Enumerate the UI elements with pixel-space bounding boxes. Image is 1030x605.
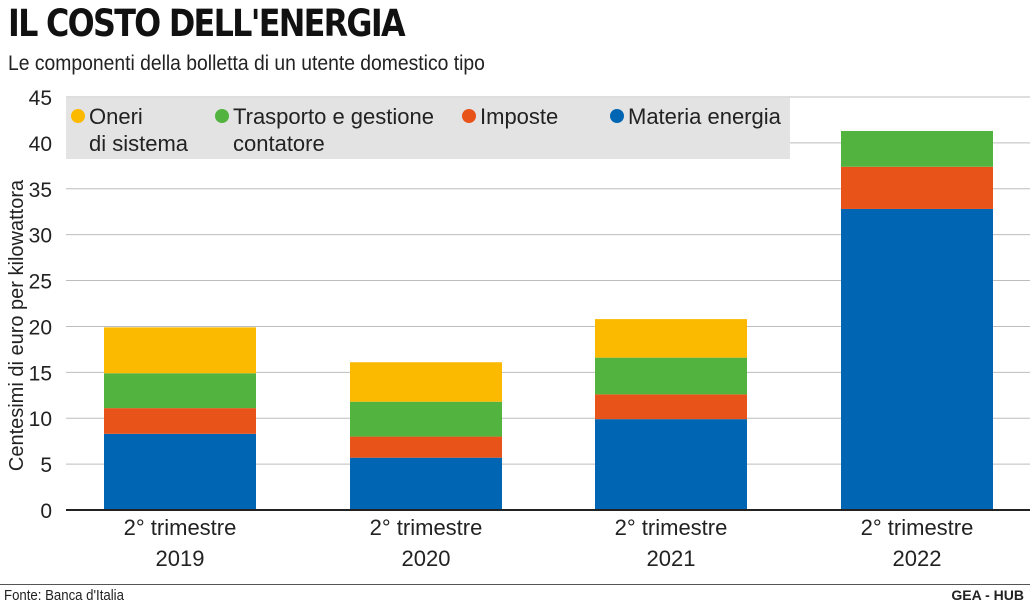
legend-swatch-materia xyxy=(610,109,624,123)
bar-segment-trasporto xyxy=(841,130,993,167)
bar-segment-materia xyxy=(595,419,747,510)
bar-segment-trasporto xyxy=(595,357,747,395)
bar-segment-imposte xyxy=(350,436,502,458)
legend-label-oneri: di sistema xyxy=(89,131,189,156)
x-category-label: 2022 xyxy=(893,546,942,571)
x-category-label: 2019 xyxy=(156,546,205,571)
legend-swatch-oneri xyxy=(71,109,85,123)
legend-label-imposte: Imposte xyxy=(480,104,558,129)
legend-label-oneri: Oneri xyxy=(89,104,143,129)
x-category-label: 2° trimestre xyxy=(124,515,237,540)
legend-swatch-trasporto xyxy=(215,109,229,123)
y-tick-label: 40 xyxy=(29,133,52,156)
credit-label: GEA - HUB xyxy=(951,587,1024,603)
y-tick-label: 10 xyxy=(29,408,52,431)
source-note: Fonte: Banca d'Italia xyxy=(4,587,124,604)
bar-segment-materia xyxy=(350,457,502,510)
bar-segment-oneri xyxy=(350,362,502,402)
legend-background xyxy=(66,98,790,159)
x-category-label: 2021 xyxy=(647,546,696,571)
legend-label-trasporto: Trasporto e gestione xyxy=(233,104,434,129)
legend-swatch-imposte xyxy=(462,109,476,123)
x-category-label: 2° trimestre xyxy=(615,515,728,540)
bar-segment-imposte xyxy=(595,394,747,420)
y-tick-label: 30 xyxy=(29,225,52,248)
bar-segment-trasporto xyxy=(350,401,502,437)
chart-title: IL COSTO DELL'ENERGIA xyxy=(8,2,406,45)
y-tick-label: 25 xyxy=(29,271,52,294)
y-tick-label: 35 xyxy=(29,179,52,202)
bar-segment-trasporto xyxy=(104,373,256,409)
bar-segment-oneri xyxy=(595,319,747,358)
bar-segment-oneri xyxy=(104,327,256,374)
bars xyxy=(104,130,993,511)
y-tick-label: 15 xyxy=(29,362,52,385)
y-tick-label: 5 xyxy=(40,454,52,477)
bar-segment-materia xyxy=(104,433,256,510)
x-category-label: 2° trimestre xyxy=(861,515,974,540)
y-tick-label: 45 xyxy=(29,87,52,110)
y-axis-title: Centesimi di euro per kilowattora xyxy=(6,179,28,471)
y-tick-label: 20 xyxy=(29,316,52,339)
bar-segment-imposte xyxy=(104,408,256,434)
legend-label-materia: Materia energia xyxy=(628,104,782,129)
x-category-label: 2020 xyxy=(402,546,451,571)
footer-divider xyxy=(0,584,1030,585)
legend-label-trasporto: contatore xyxy=(233,131,325,156)
axes: 0 5 10 15 20 25 30 35 40 45 Centesimi di euro per … xyxy=(6,87,1030,571)
chart-subtitle: Le componenti della bolletta di un utent… xyxy=(8,52,485,75)
bar-segment-materia xyxy=(841,208,993,511)
x-category-label: 2° trimestre xyxy=(370,515,483,540)
bar-segment-imposte xyxy=(841,166,993,209)
y-tick-label: 0 xyxy=(40,500,52,523)
